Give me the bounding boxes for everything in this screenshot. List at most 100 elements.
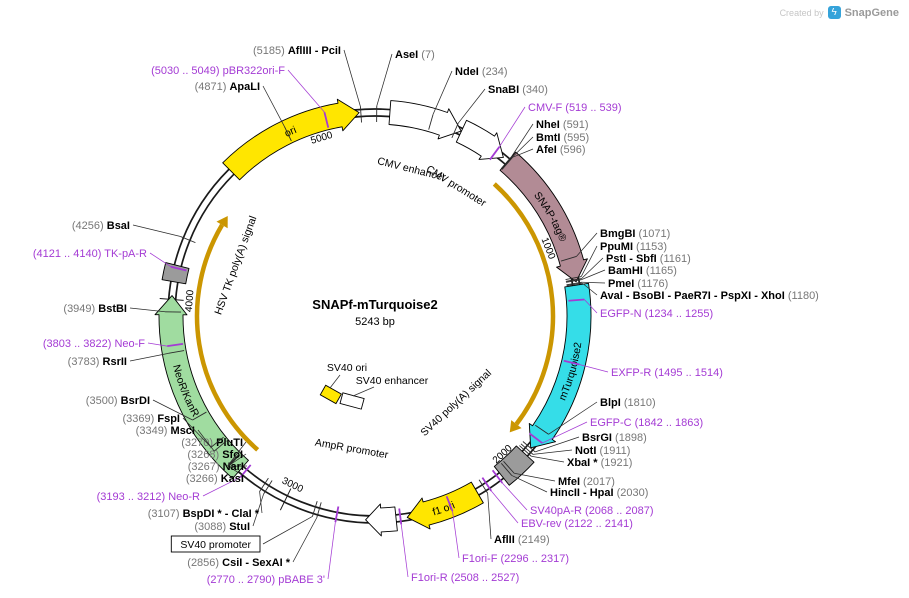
site-label-pmei: PmeI (1176) xyxy=(608,278,668,290)
site-tick-xbai xyxy=(519,445,532,457)
feature-sv40-poly-a-signal xyxy=(493,445,535,486)
feature-hsv-tk-poly-a-signal xyxy=(161,262,190,285)
site-label-ebv-rev: EBV-rev (2122 .. 2141) xyxy=(521,518,633,530)
site-line-sv40-promoter xyxy=(262,516,313,545)
site-label-ndei: NdeI (234) xyxy=(455,66,508,78)
site-line-ebv-rev xyxy=(490,490,519,524)
site-tick-f1ori-f xyxy=(445,495,454,512)
feature-label-line-sv40-ori xyxy=(329,374,341,389)
feature-ampr-promoter xyxy=(365,503,398,537)
site-tick-blpi xyxy=(535,424,549,435)
site-label-afei: AfeI (596) xyxy=(536,144,586,156)
orf-arc-head-1 xyxy=(509,420,522,433)
site-tick-psti-sbfi xyxy=(565,278,582,282)
site-tick-fspi xyxy=(210,436,224,448)
site-tick-stui xyxy=(263,480,273,495)
feature-sv40-enhancer xyxy=(339,392,365,410)
site-line-ppumi xyxy=(580,245,598,277)
site-label-egfp-n: EGFP-N (1234 .. 1255) xyxy=(600,308,713,320)
site-line-bstbi xyxy=(129,307,166,313)
site-line-avai-bsobi-paer7i-pspxi-xhoi xyxy=(582,282,598,296)
site-label-msci: (3349) MscI xyxy=(136,425,195,437)
scale-label-4000: 4000 xyxy=(184,289,197,313)
site-line-msci xyxy=(197,429,215,452)
site-label-nhei: NheI (591) xyxy=(536,119,589,131)
site-line-pmei xyxy=(582,281,606,284)
site-tick-egfp-n xyxy=(568,298,585,302)
site-line-egfp-c xyxy=(542,421,588,444)
site-label-kasi: (3266) KasI xyxy=(186,473,244,485)
snapgene-watermark: Created by ϟ SnapGene xyxy=(780,6,899,19)
site-line-cmv-f xyxy=(499,106,526,148)
site-label-blpi: BlpI (1810) xyxy=(600,397,656,409)
site-line-xbai xyxy=(531,455,565,463)
site-label-neo-r: (3193 .. 3212) Neo-R xyxy=(97,491,200,503)
site-label-sv40-promoter: SV40 promoter xyxy=(180,539,251,551)
feature-label-sv40-ori: SV40 ori xyxy=(327,362,367,374)
feature-label-line-sv40-enhancer xyxy=(352,386,375,397)
site-line-kasi xyxy=(228,466,248,479)
site-tick-ebv-rev xyxy=(481,477,492,492)
site-line-exfp-r xyxy=(579,364,609,373)
site-label-bmgbi: BmgBI (1071) xyxy=(600,228,670,240)
site-label-rsrii: (3783) RsrII xyxy=(68,356,127,368)
site-tick-bspdi-clai xyxy=(259,477,269,492)
site-line-f1ori-f xyxy=(452,511,460,559)
site-tick-bsrdi xyxy=(192,411,207,421)
site-label-asei: AseI (7) xyxy=(395,49,435,61)
site-line-psti-sbfi xyxy=(581,257,604,279)
site-label-afliii-pcii: (5185) AflIII - PciI xyxy=(253,45,341,57)
site-line-bmti xyxy=(512,136,534,158)
site-label-f1ori-f: F1ori-F (2296 .. 2317) xyxy=(462,553,569,565)
site-line-bamhi xyxy=(581,269,606,280)
site-label-bmti: BmtI (595) xyxy=(536,132,589,144)
site-label-bsai: (4256) BsaI xyxy=(72,220,130,232)
site-label-noti: NotI (1911) xyxy=(575,445,630,457)
site-line-pbabe-3 xyxy=(327,522,336,580)
site-line-f1ori-r xyxy=(400,524,409,578)
site-line-sfoi xyxy=(227,453,247,467)
site-label-pbabe-3: (2770 .. 2790) pBABE 3' xyxy=(207,574,325,586)
site-label-exfp-r: EXFP-R (1495 .. 1514) xyxy=(611,367,723,379)
site-label-xbai: XbaI * (1921) xyxy=(567,457,632,469)
site-label-aflii: AflII (2149) xyxy=(494,534,550,546)
feature-snap-tag xyxy=(499,151,588,283)
site-label-sfoi: (3268) SfoI xyxy=(187,449,243,461)
site-label-avai-bsobi-paer7i-pspxi-xhoi: AvaI - BsoBI - PaeR7I - PspXI - XhoI (11… xyxy=(600,290,819,302)
site-label-ppumi: PpuMI (1153) xyxy=(600,241,667,253)
site-label-f1ori-r: F1ori-R (2508 .. 2527) xyxy=(411,572,519,584)
site-line-nhei xyxy=(511,123,534,157)
site-tick-afliii-pcii xyxy=(359,106,362,123)
site-label-egfp-c: EGFP-C (1842 .. 1863) xyxy=(590,417,703,429)
site-label-tk-pa-r: (4121 .. 4140) TK-pA-R xyxy=(33,248,147,260)
site-line-bspdi-clai xyxy=(259,491,263,514)
site-tick-mfei xyxy=(503,460,515,474)
site-tick-sv40-promoter xyxy=(311,501,318,517)
site-line-snabi xyxy=(457,88,486,124)
feature-label-cmv-promoter: CMV promoter xyxy=(424,163,489,210)
orf-arc-2 xyxy=(194,223,260,452)
site-label-mfei: MfeI (2017) xyxy=(558,476,615,488)
site-line-ndei xyxy=(432,70,453,115)
site-label-sv40pa-r: SV40pA-R (2068 .. 2087) xyxy=(530,505,654,517)
scale-tick-3000 xyxy=(279,488,292,511)
site-label-pluti: (3270) PluTI xyxy=(181,437,243,449)
site-tick-egfp-c xyxy=(528,432,543,444)
site-label-cmv-f: CMV-F (519 .. 539) xyxy=(528,102,622,114)
site-tick-pbr322ori-f xyxy=(323,111,330,128)
site-tick-bsai xyxy=(180,236,196,244)
feature-sv40-ori xyxy=(319,384,342,405)
site-tick-neo-f xyxy=(167,342,184,348)
site-tick-msci xyxy=(213,440,227,452)
orf-arc-head-2 xyxy=(216,216,228,229)
site-line-pbr322ori-f xyxy=(287,69,325,113)
feature-cmv-enhancer xyxy=(388,100,462,140)
site-tick-ndei xyxy=(428,114,434,130)
site-tick-avai-bsobi-paer7i-pspxi-xhoi xyxy=(566,282,583,287)
site-label-bspdi-clai: (3107) BspDI * - ClaI * xyxy=(148,508,260,520)
site-line-neo-f xyxy=(147,342,168,347)
site-tick-pbabe-3 xyxy=(334,506,340,523)
snapgene-logo-icon: ϟ xyxy=(827,6,841,19)
site-tick-hincii-hpai xyxy=(500,462,513,476)
